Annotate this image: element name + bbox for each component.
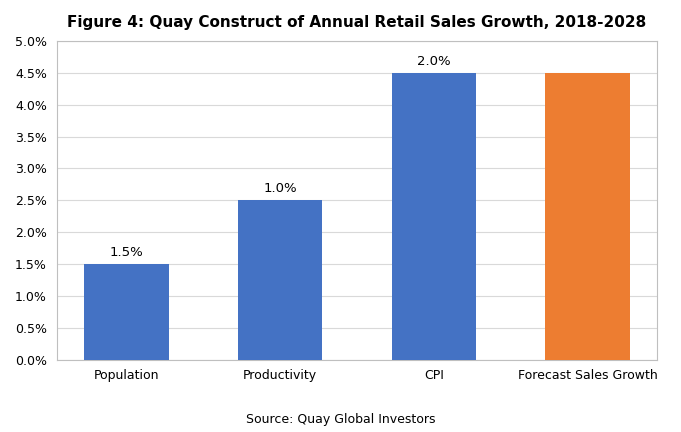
Bar <box>392 73 476 360</box>
Bar <box>238 200 322 360</box>
Title: Figure 4: Quay Construct of Annual Retail Sales Growth, 2018-2028: Figure 4: Quay Construct of Annual Retai… <box>67 15 647 30</box>
Bar <box>84 264 169 360</box>
Text: 2.0%: 2.0% <box>417 55 451 68</box>
Text: 1.0%: 1.0% <box>264 182 297 195</box>
Bar <box>545 73 630 360</box>
Text: 1.5%: 1.5% <box>110 246 143 259</box>
Text: Source: Quay Global Investors: Source: Quay Global Investors <box>246 413 435 426</box>
